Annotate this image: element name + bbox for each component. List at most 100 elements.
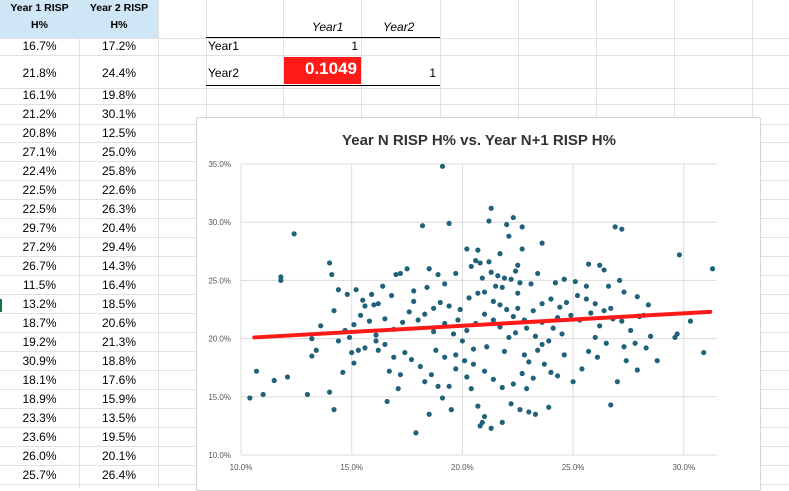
cell-year2-value[interactable]: 20.6% xyxy=(101,316,137,330)
trendline xyxy=(252,309,713,340)
cell-year2-value[interactable]: 18.5% xyxy=(101,297,137,311)
cell-year2-value[interactable]: 17.2% xyxy=(101,39,137,53)
cell-year2-value[interactable]: 12.5% xyxy=(101,126,137,140)
data-point xyxy=(260,391,266,398)
x-tick-label: 10.0% xyxy=(230,463,253,472)
cell-year1-value[interactable]: 23.3% xyxy=(22,411,57,425)
scatter-chart[interactable]: Year N RISP H% vs. Year N+1 RISP H% 10.0… xyxy=(196,117,761,491)
corr-col-header-year1[interactable]: Year1 xyxy=(312,20,344,34)
cell-year2-value[interactable]: 30.1% xyxy=(101,107,137,121)
data-point xyxy=(351,322,357,328)
cell-year1-value[interactable]: 21.2% xyxy=(22,107,57,121)
data-point xyxy=(493,283,499,289)
cell-year1-value[interactable]: 21.8% xyxy=(22,66,57,80)
cell-year1-value[interactable]: 18.7% xyxy=(22,316,57,330)
cell-year2-value[interactable]: 19.8% xyxy=(101,88,137,102)
data-point xyxy=(406,309,412,315)
data-point xyxy=(570,379,576,385)
cell-year2-value[interactable]: 19.5% xyxy=(101,430,137,444)
data-point xyxy=(470,346,477,352)
cell-year1-value[interactable]: 22.5% xyxy=(22,183,57,197)
data-point xyxy=(446,220,452,226)
cell-year1-value[interactable]: 16.1% xyxy=(22,88,57,102)
data-point xyxy=(468,263,474,270)
data-point xyxy=(388,292,395,299)
data-point xyxy=(369,291,375,297)
cell-year1-value[interactable]: 18.9% xyxy=(22,392,57,406)
cell-year1-value[interactable]: 11.5% xyxy=(22,278,57,292)
cell-year1-value[interactable]: 13.2% xyxy=(22,297,57,311)
data-point xyxy=(435,383,441,389)
data-point xyxy=(453,366,459,372)
data-point xyxy=(568,312,574,318)
data-point xyxy=(504,306,510,313)
data-point xyxy=(608,305,614,311)
data-point xyxy=(519,246,525,252)
cell-year2-value[interactable]: 16.4% xyxy=(101,278,137,292)
cell-year2-value[interactable]: 15.9% xyxy=(101,392,137,406)
cell-year2-value[interactable]: 29.4% xyxy=(101,240,137,254)
corr-row-label-year2[interactable]: Year2 xyxy=(208,66,239,80)
data-point xyxy=(346,334,353,341)
cell-year1-value[interactable]: 27.2% xyxy=(22,240,57,254)
data-point xyxy=(442,354,448,360)
column-header-year1[interactable]: Year 1 RISP H% xyxy=(0,0,79,38)
corr-row-label-year1[interactable]: Year1 xyxy=(208,39,239,53)
cell-year2-value[interactable]: 25.8% xyxy=(101,164,137,178)
data-point xyxy=(479,275,485,281)
row-selection-marker xyxy=(0,299,2,312)
cell-year2-value[interactable]: 20.1% xyxy=(101,449,137,463)
cell-year2-value[interactable]: 21.3% xyxy=(101,335,137,349)
corr-year2-year2[interactable]: 1 xyxy=(429,66,436,80)
data-point xyxy=(628,327,634,334)
data-point xyxy=(561,352,567,358)
cell-year1-value[interactable]: 22.4% xyxy=(22,164,57,178)
data-point xyxy=(621,289,627,295)
cell-year1-value[interactable]: 27.1% xyxy=(22,145,57,159)
cell-year1-value[interactable]: 29.7% xyxy=(22,221,57,235)
row-gridline xyxy=(0,104,789,105)
data-point xyxy=(546,404,552,410)
cell-year1-value[interactable]: 26.0% xyxy=(22,449,57,463)
cell-year2-value[interactable]: 18.8% xyxy=(101,354,137,368)
data-point xyxy=(535,347,541,353)
cell-year2-value[interactable]: 25.0% xyxy=(101,145,137,159)
column-header-year2[interactable]: Year 2 RISP H% xyxy=(80,0,158,38)
corr-top-border xyxy=(206,37,440,38)
cell-year1-value[interactable]: 16.7% xyxy=(22,39,57,53)
data-point xyxy=(605,283,612,289)
cell-year1-value[interactable]: 20.8% xyxy=(22,126,57,140)
cell-year1-value[interactable]: 22.5% xyxy=(22,202,57,216)
cell-year2-value[interactable]: 22.6% xyxy=(101,183,137,197)
cell-year1-value[interactable]: 26.7% xyxy=(22,259,57,273)
data-point xyxy=(318,323,324,329)
data-point xyxy=(515,262,521,268)
cell-year2-value[interactable]: 20.4% xyxy=(101,221,137,235)
cell-year2-value[interactable]: 13.5% xyxy=(101,411,137,425)
data-point xyxy=(548,369,554,375)
cell-year2-value[interactable]: 24.4% xyxy=(101,66,137,80)
data-point xyxy=(397,372,404,378)
cell-year1-value[interactable]: 19.2% xyxy=(22,335,57,349)
data-point xyxy=(517,280,523,286)
corr-col-header-year2[interactable]: Year2 xyxy=(383,20,415,34)
cell-year2-value[interactable]: 26.3% xyxy=(101,202,137,216)
data-point xyxy=(355,347,361,353)
cell-year2-value[interactable]: 14.3% xyxy=(101,259,137,273)
header-line: H% xyxy=(110,19,128,31)
data-point xyxy=(362,303,368,309)
cell-year2-value[interactable]: 26.4% xyxy=(101,468,137,482)
cell-year1-value[interactable]: 25.7% xyxy=(22,468,57,482)
row-gridline xyxy=(0,88,789,89)
cell-year1-value[interactable]: 23.6% xyxy=(22,430,57,444)
cell-year2-value[interactable]: 17.6% xyxy=(101,373,137,387)
corr-year2-year1-cell[interactable]: 0.1049 xyxy=(284,57,361,84)
data-point xyxy=(424,284,430,290)
cell-year1-value[interactable]: 30.9% xyxy=(22,354,57,368)
cell-year1-value[interactable]: 18.1% xyxy=(22,373,57,387)
data-point xyxy=(614,379,620,385)
data-point xyxy=(499,419,505,426)
data-point xyxy=(519,224,525,230)
corr-year1-year1[interactable]: 1 xyxy=(351,39,358,53)
y-tick-label: 10.0% xyxy=(208,451,231,460)
